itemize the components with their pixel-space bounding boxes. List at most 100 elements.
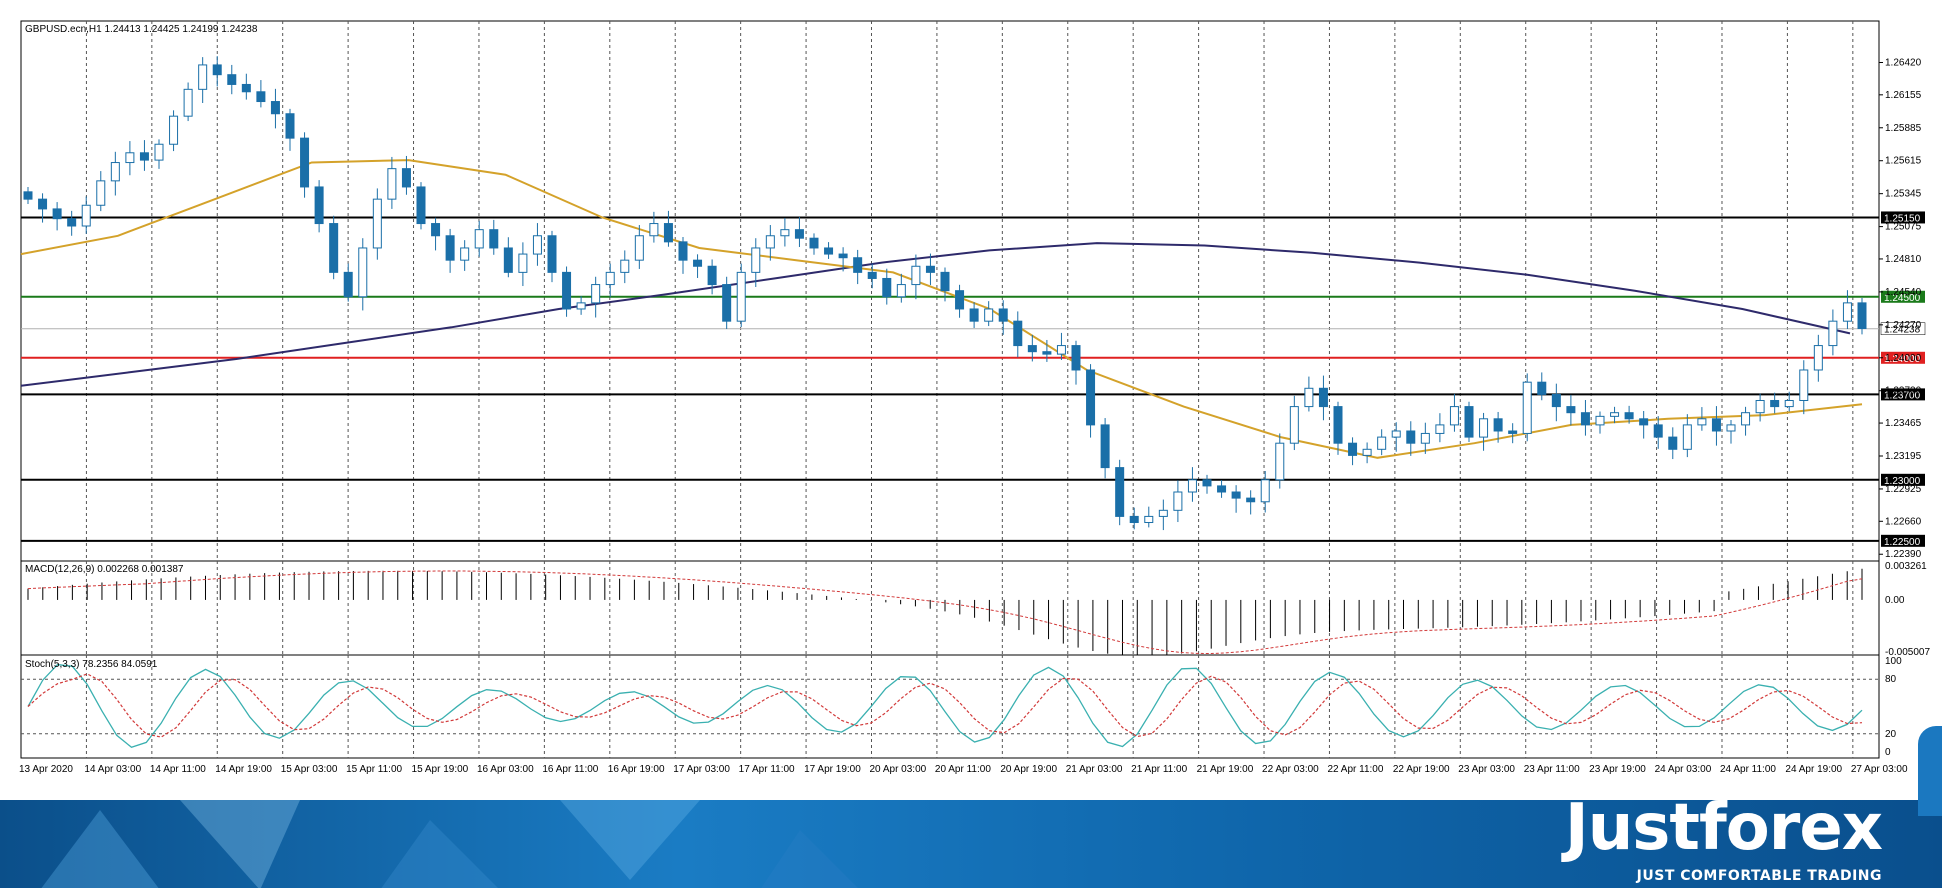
candle-body (1187, 479, 1197, 493)
time-tick-label: 17 Apr 03:00 (673, 764, 730, 775)
price-tick-label: 1.24000 (1885, 353, 1922, 364)
time-gridlines (85, 21, 1854, 564)
candle-body (969, 308, 979, 322)
candle-body (1711, 418, 1721, 432)
candle-body (445, 235, 455, 261)
candle-body (1755, 399, 1765, 414)
candle-body (1217, 485, 1227, 493)
price-tick-label: 1.26420 (1885, 57, 1922, 68)
candle-body (387, 168, 397, 200)
candle-body (1377, 436, 1387, 450)
candle-body (1289, 406, 1299, 444)
candle-body (96, 180, 106, 206)
candle-body (212, 64, 222, 76)
macd-panel: 0.003261 0.00 -0.005007 MACD(12,26,9) 0.00… (20, 560, 1930, 658)
time-tick-label: 20 Apr 11:00 (935, 764, 991, 775)
candle-body (154, 143, 164, 161)
level-price-box (1881, 211, 1925, 224)
candle-body (1115, 467, 1125, 517)
candle-body (998, 308, 1008, 322)
price-tick-label: 1.25615 (1885, 156, 1922, 167)
candle-body (562, 271, 572, 310)
candle-body (955, 290, 965, 310)
time-tick-label: 22 Apr 03:00 (1262, 764, 1319, 775)
price-tick-label: 1.25345 (1885, 189, 1922, 200)
time-tick-label: 21 Apr 19:00 (1197, 764, 1254, 775)
candle-body (1522, 381, 1532, 434)
time-tick-label: 21 Apr 11:00 (1131, 764, 1187, 775)
candle-body (1144, 515, 1154, 524)
stoch-tick-label: 80 (1885, 674, 1897, 685)
time-tick-label: 21 Apr 03:00 (1066, 764, 1123, 775)
time-tick-label: 24 Apr 19:00 (1785, 764, 1842, 775)
time-axis: 13 Apr 2020 14 Apr 03:00 14 Apr 11:00 14 Ap… (19, 764, 1908, 775)
candle-body (1318, 387, 1328, 408)
price-tick-label: 1.22390 (1885, 549, 1922, 560)
stoch-gridlines (85, 655, 1854, 758)
candle-body (1566, 406, 1576, 414)
brand-footer (0, 800, 1942, 888)
candle-body (911, 265, 921, 286)
time-tick-label: 17 Apr 11:00 (739, 764, 795, 775)
macd-tick-label: -0.005007 (1885, 647, 1930, 658)
symbol-info: GBPUSD.ecn,H1 1.24413 1.24425 1.24199 1.… (25, 24, 258, 35)
candle-body (1449, 406, 1459, 426)
price-tick-label: 1.25075 (1885, 222, 1922, 233)
candle-body (1202, 479, 1212, 487)
stoch-tick-label: 0 (1885, 747, 1891, 758)
time-tick-label: 17 Apr 19:00 (804, 764, 861, 775)
candle-body (532, 235, 542, 255)
price-tick-label: 1.26155 (1885, 90, 1922, 101)
level-price-label: 1.24000 (1884, 354, 1921, 365)
candle-body (1173, 491, 1183, 511)
footer-corner-accent (1918, 726, 1942, 816)
candle-body (984, 308, 994, 322)
candle-body (663, 223, 673, 243)
candle-body (1493, 418, 1503, 432)
horizontal-levels: 1.25150 1.24500 1.24238 1.24000 1.23700 1.230… (21, 211, 1926, 548)
time-tick-label: 24 Apr 03:00 (1655, 764, 1712, 775)
candle-body (285, 113, 295, 139)
time-tick-label: 20 Apr 03:00 (869, 764, 926, 775)
footer-decoration (180, 800, 300, 888)
candle-body (736, 271, 746, 322)
candle-body (1639, 418, 1649, 426)
candle-body (1100, 424, 1110, 469)
candle-body (882, 277, 892, 298)
footer-decoration (380, 820, 500, 888)
candle-body (23, 191, 33, 200)
candle-body (1479, 418, 1489, 438)
stoch-tick-label: 100 (1885, 656, 1902, 667)
candle-body (853, 257, 863, 273)
time-tick-label: 20 Apr 19:00 (1000, 764, 1057, 775)
level-price-label: 1.23000 (1884, 476, 1921, 487)
candle-body (1508, 430, 1518, 434)
candle-body (605, 271, 615, 286)
candle-body (270, 101, 280, 115)
candle-body (1741, 412, 1751, 426)
macd-gridlines (85, 561, 1854, 655)
candle-body (1129, 515, 1139, 524)
candle-body (1842, 302, 1852, 322)
candle-body (329, 223, 339, 273)
candle-body (67, 218, 77, 227)
candle-body (1537, 381, 1547, 395)
candle-body (1246, 497, 1256, 503)
candle-body (198, 64, 208, 90)
candle-body (169, 115, 179, 145)
candle-body (1799, 369, 1809, 401)
candle-body (794, 229, 804, 239)
candle-body (431, 223, 441, 237)
candle-body (576, 302, 586, 310)
candle-body (416, 186, 426, 225)
time-tick-label: 15 Apr 19:00 (412, 764, 469, 775)
candle-body (372, 198, 382, 249)
footer-decoration (760, 830, 860, 888)
footer-decoration (40, 810, 160, 888)
candle-body (1260, 479, 1270, 503)
macd-signal-line (27, 570, 1863, 655)
macd-tick-label: 0.003261 (1885, 561, 1927, 572)
candle-body (1231, 491, 1241, 499)
time-tick-label: 15 Apr 03:00 (281, 764, 338, 775)
